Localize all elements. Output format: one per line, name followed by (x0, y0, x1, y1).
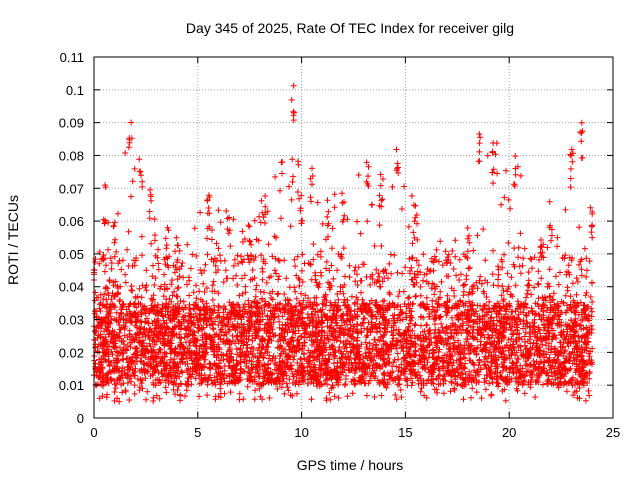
y-tick-label: 0.02 (59, 345, 84, 360)
y-tick-label: 0.07 (59, 181, 84, 196)
axes: 0 5 10 15 20 25 0 0.01 0.02 0.03 0.04 0.05 0.06 0.07 0… (59, 50, 621, 440)
data-points (91, 82, 596, 405)
x-axis-title: GPS time / hours (297, 457, 404, 473)
plot-frame (93, 56, 614, 419)
y-tick-label: 0.08 (59, 148, 84, 163)
x-tick-label: 0 (90, 425, 97, 440)
y-tick-label: 0.04 (59, 280, 84, 295)
chart-title: Day 345 of 2025, Rate Of TEC Index for r… (186, 20, 514, 36)
x-tick-label: 20 (502, 425, 516, 440)
y-axis-title: ROTI / TECUs (5, 195, 21, 285)
y-tick-label: 0 (77, 411, 84, 426)
y-tick-label: 0.05 (59, 247, 84, 262)
y-tick-label: 0.09 (59, 116, 84, 131)
x-tick-label: 10 (294, 425, 308, 440)
y-tick-label: 0.01 (59, 378, 84, 393)
roti-points (91, 82, 596, 405)
y-tick-label: 0.1 (66, 83, 84, 98)
x-tick-label: 25 (606, 425, 620, 440)
x-tick-label: 5 (194, 425, 201, 440)
y-tick-label: 0.11 (60, 50, 84, 65)
y-tick-label: 0.03 (59, 313, 84, 328)
y-tick-label: 0.06 (59, 214, 84, 229)
x-tick-label: 15 (398, 425, 412, 440)
